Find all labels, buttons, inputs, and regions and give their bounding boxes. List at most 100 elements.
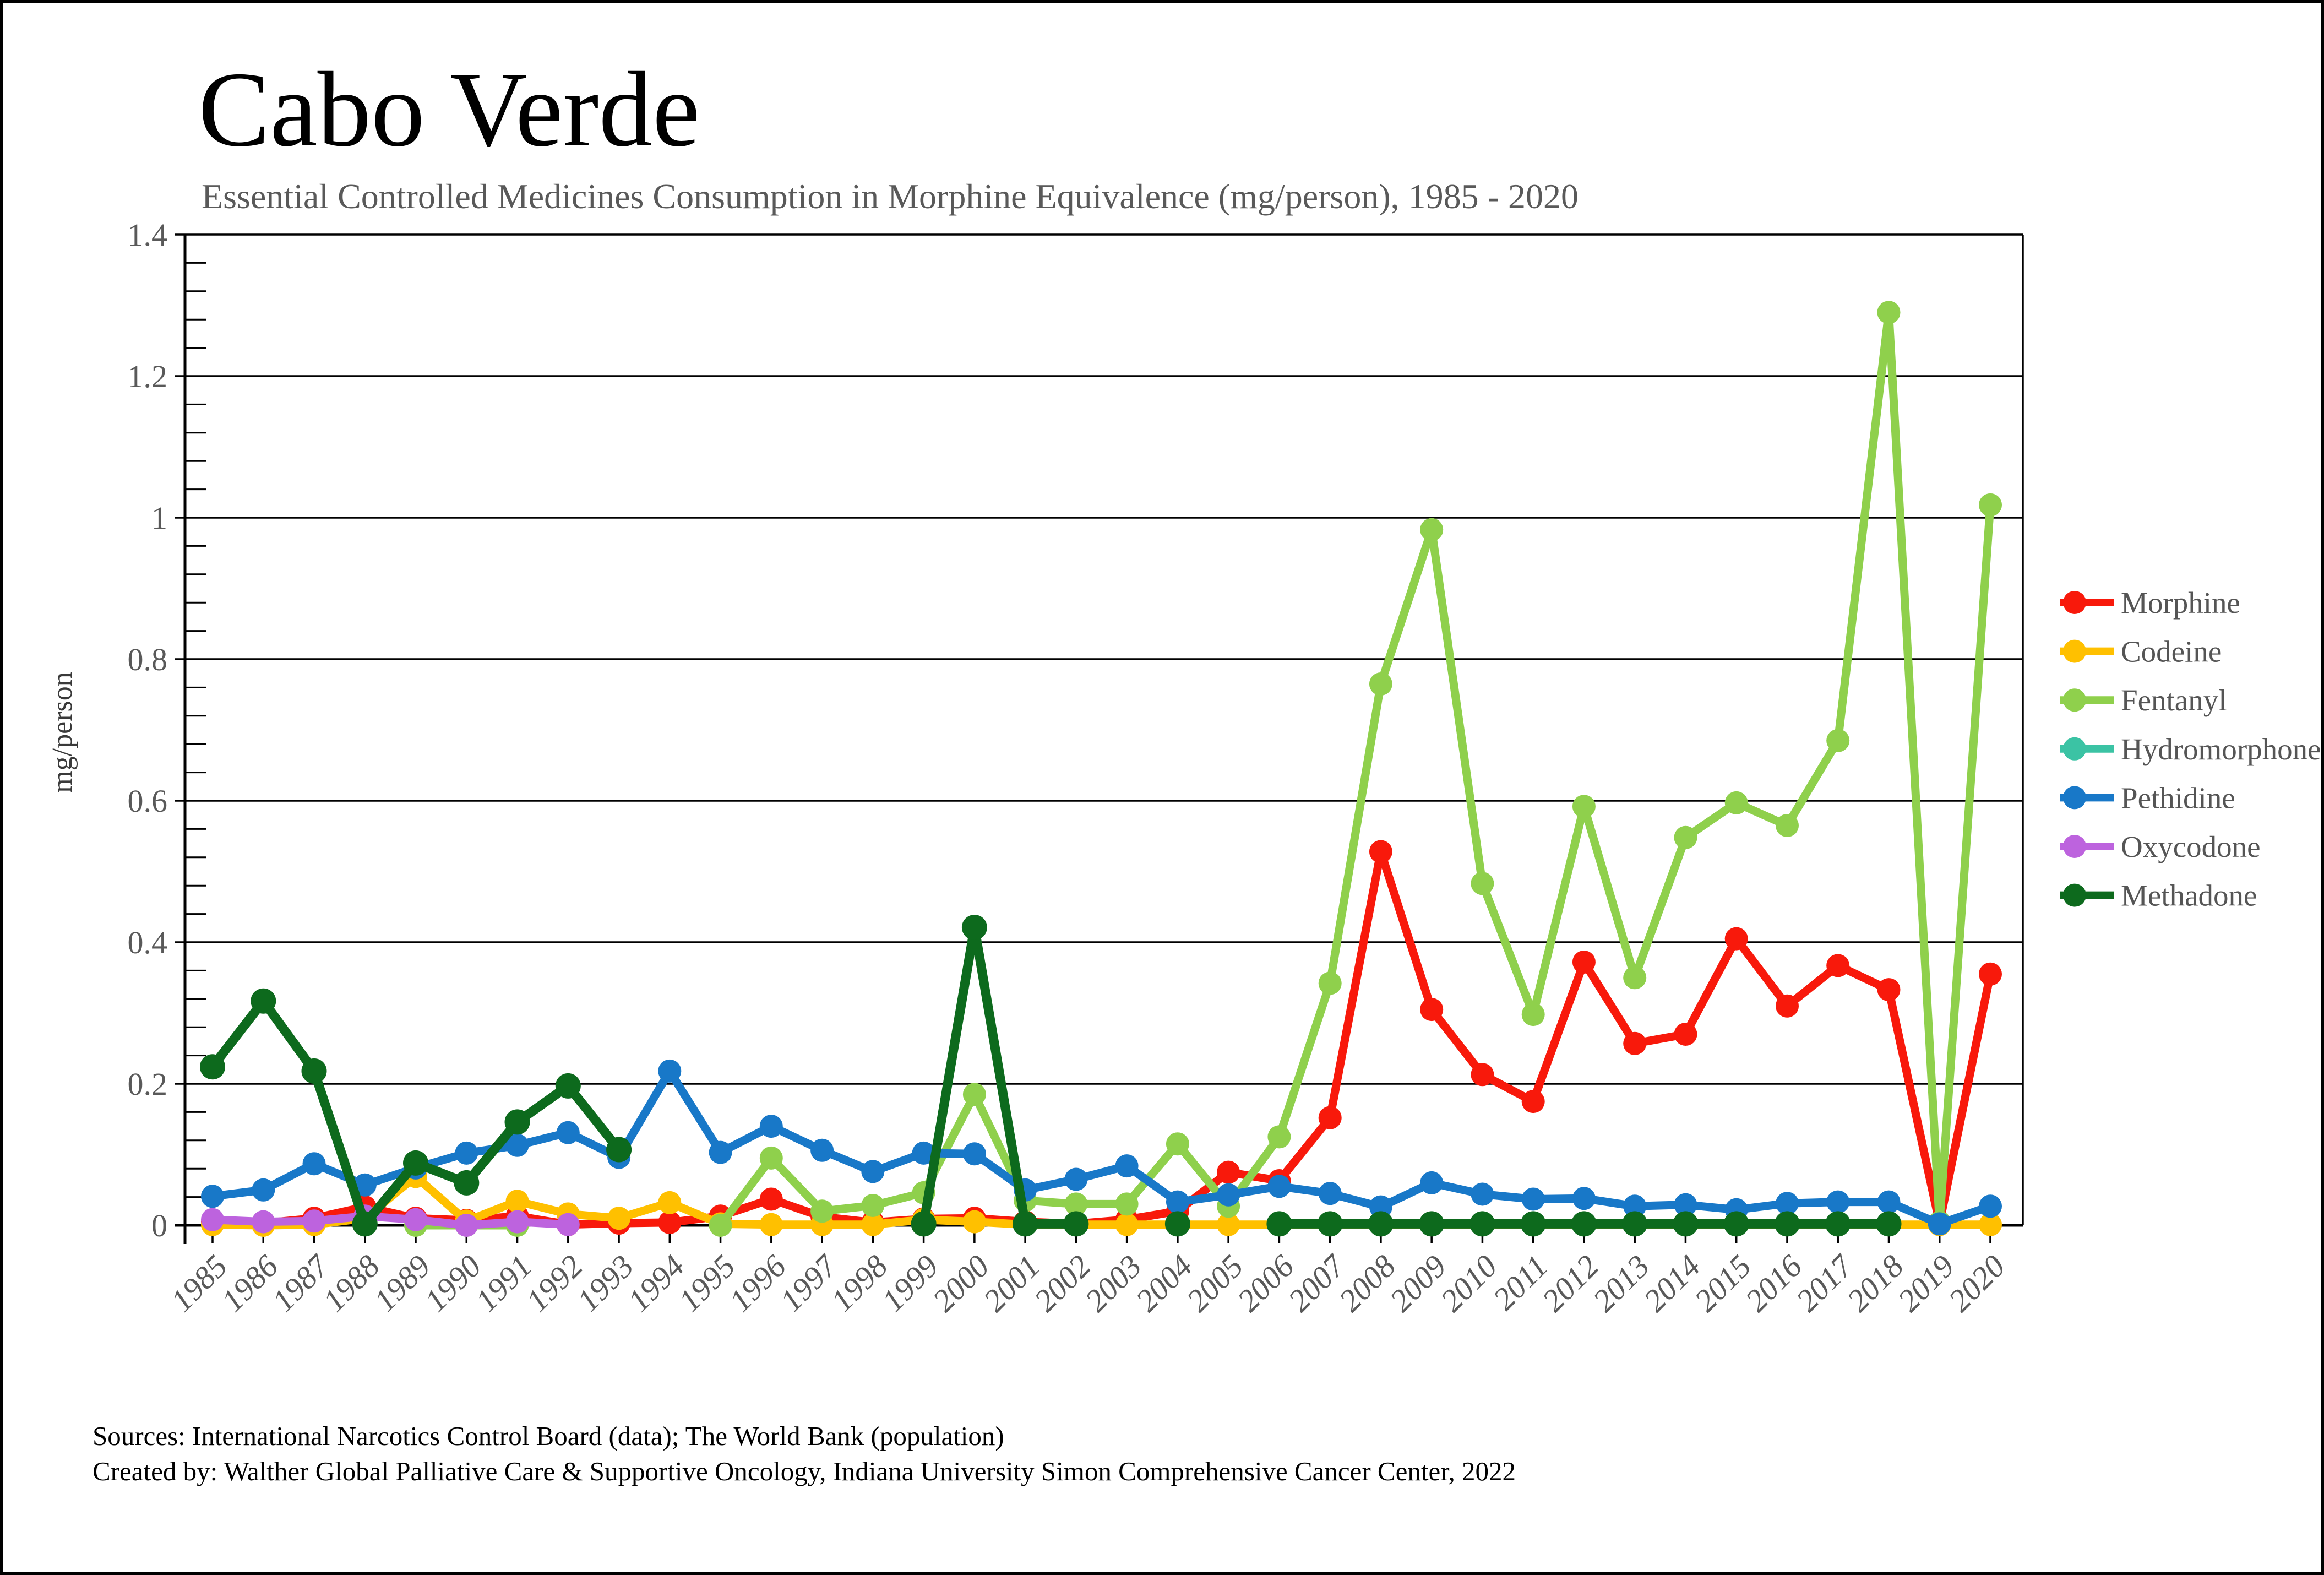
data-point — [962, 1083, 986, 1106]
data-point — [759, 1115, 783, 1138]
data-point — [1825, 1211, 1851, 1237]
data-point — [1115, 1154, 1139, 1178]
data-point — [302, 1209, 326, 1233]
data-point — [1368, 1211, 1394, 1237]
data-point — [1471, 872, 1494, 895]
data-point — [455, 1141, 478, 1165]
legend-item-hydromorphone: Hydromorphone — [2060, 732, 2321, 766]
data-point — [1572, 795, 1596, 818]
data-point — [1521, 1003, 1545, 1027]
legend-item-codeine: Codeine — [2060, 635, 2222, 669]
legend-label: Oxycodone — [2121, 830, 2261, 863]
data-point — [301, 1058, 327, 1084]
data-point — [1217, 1213, 1240, 1236]
data-point — [556, 1121, 580, 1144]
data-point — [1623, 1031, 1647, 1055]
y-axis-labels: 0 0.2 0.4 0.6 0.8 1 1.2 1.4 — [128, 217, 168, 1243]
y-tick-label: 0.6 — [128, 783, 168, 819]
data-point — [556, 1213, 580, 1236]
data-point — [1471, 1182, 1494, 1206]
data-point — [759, 1213, 783, 1236]
data-point — [1877, 978, 1901, 1002]
data-point — [454, 1170, 480, 1196]
data-point — [1521, 1090, 1545, 1114]
data-point — [1318, 1106, 1342, 1129]
data-point — [1064, 1167, 1088, 1191]
data-point — [302, 1152, 326, 1176]
legend-item-oxycodone: Oxycodone — [2060, 830, 2261, 863]
data-point — [1826, 1190, 1850, 1214]
data-point — [1420, 518, 1444, 541]
legend-marker — [2063, 639, 2086, 663]
data-point — [1979, 1213, 2002, 1236]
data-point — [1928, 1212, 1951, 1236]
series-pethidine — [201, 1059, 2002, 1236]
data-point — [1723, 1211, 1749, 1237]
data-point — [1877, 1190, 1901, 1214]
data-point — [810, 1199, 834, 1223]
data-point — [1724, 927, 1748, 951]
data-point — [962, 1210, 986, 1234]
data-point — [1776, 994, 1799, 1018]
data-point — [606, 1137, 632, 1163]
data-point — [658, 1191, 682, 1214]
data-point — [1471, 1063, 1494, 1087]
data-point — [962, 1142, 986, 1166]
chart-legend: Morphine Codeine Fentanyl Hydromorphone Peth… — [2060, 586, 2321, 913]
data-point — [1776, 1192, 1799, 1215]
legend-marker — [2063, 786, 2086, 810]
data-point — [252, 1178, 275, 1202]
data-point — [1979, 493, 2002, 517]
data-point — [1369, 672, 1392, 696]
data-point — [1775, 1211, 1800, 1237]
data-point — [1317, 1211, 1343, 1237]
data-point — [1266, 1211, 1292, 1237]
data-point — [1064, 1192, 1088, 1216]
data-point — [1267, 1175, 1291, 1198]
data-point — [1877, 301, 1901, 324]
data-point — [1724, 791, 1748, 814]
data-point — [404, 1208, 427, 1231]
y-tick-label: 1 — [151, 500, 167, 536]
data-point — [1979, 962, 2002, 986]
data-point — [353, 1173, 377, 1197]
y-axis-title: mg/person — [47, 672, 78, 793]
legend-marker — [2063, 688, 2086, 712]
data-point — [709, 1214, 732, 1237]
data-point — [251, 988, 276, 1014]
data-point — [1622, 1211, 1648, 1237]
data-point — [1063, 1211, 1089, 1237]
data-point — [759, 1146, 783, 1170]
data-point — [1623, 1194, 1647, 1218]
data-point — [505, 1210, 529, 1234]
data-point — [352, 1211, 378, 1237]
data-point — [505, 1190, 529, 1213]
legend-item-methadone: Methadone — [2060, 879, 2257, 913]
data-point — [911, 1211, 937, 1237]
legend-item-fentanyl: Fentanyl — [2060, 683, 2227, 717]
data-point — [1115, 1192, 1139, 1216]
data-point — [1826, 729, 1850, 752]
data-point — [1115, 1213, 1139, 1236]
y-tick-label: 0.8 — [128, 642, 168, 677]
data-point — [201, 1185, 224, 1208]
legend-label: Fentanyl — [2121, 683, 2227, 717]
data-point — [810, 1138, 834, 1162]
data-point — [1419, 1211, 1445, 1237]
legend-marker — [2063, 737, 2086, 761]
data-point — [1623, 966, 1647, 990]
legend-label: Methadone — [2121, 879, 2257, 913]
legend-label: Hydromorphone — [2121, 732, 2321, 766]
credit-note: Created by: Walther Global Palliative Ca… — [92, 1456, 1516, 1486]
data-point — [1674, 1193, 1697, 1216]
data-point — [1876, 1211, 1902, 1237]
data-point — [1420, 998, 1444, 1022]
series-oxycodone — [201, 1204, 580, 1237]
data-point — [455, 1214, 478, 1237]
y-tick-label: 0 — [151, 1208, 167, 1243]
data-point — [1776, 814, 1799, 837]
data-point — [403, 1150, 428, 1176]
data-point — [1572, 951, 1596, 974]
data-point — [1318, 1182, 1342, 1205]
